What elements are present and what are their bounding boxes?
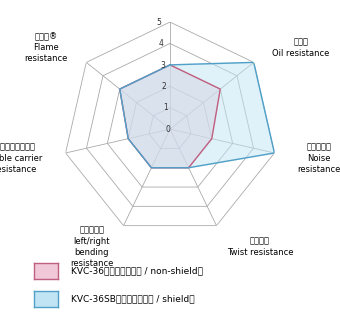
Text: 老ノイズ性
Noise
resistance: 老ノイズ性 Noise resistance (298, 143, 340, 174)
Polygon shape (120, 65, 220, 168)
Text: 5: 5 (156, 18, 162, 27)
Polygon shape (120, 62, 274, 168)
Text: 老油性
Oil resistance: 老油性 Oil resistance (272, 37, 329, 58)
Text: 0: 0 (165, 125, 170, 134)
Text: 老左右屈曲
left/right
bending
resistance: 老左右屈曲 left/right bending resistance (70, 226, 113, 268)
Text: 老捍回性
Twist resistance: 老捍回性 Twist resistance (227, 237, 293, 257)
Text: KVC-36　（シールド無 / non-shield）: KVC-36 （シールド無 / non-shield） (71, 266, 203, 275)
Text: KVC-36SB　（シールド付 / shield）: KVC-36SB （シールド付 / shield） (71, 295, 195, 304)
Text: 2: 2 (162, 82, 167, 91)
Text: ケーブルベア試験
Cable carrier
resistance: ケーブルベア試験 Cable carrier resistance (0, 143, 42, 174)
Text: 難燃性®
Flame
resistance: 難燃性® Flame resistance (24, 32, 68, 63)
Text: 3: 3 (160, 60, 165, 70)
Text: 1: 1 (164, 103, 168, 112)
Text: 4: 4 (158, 39, 163, 48)
